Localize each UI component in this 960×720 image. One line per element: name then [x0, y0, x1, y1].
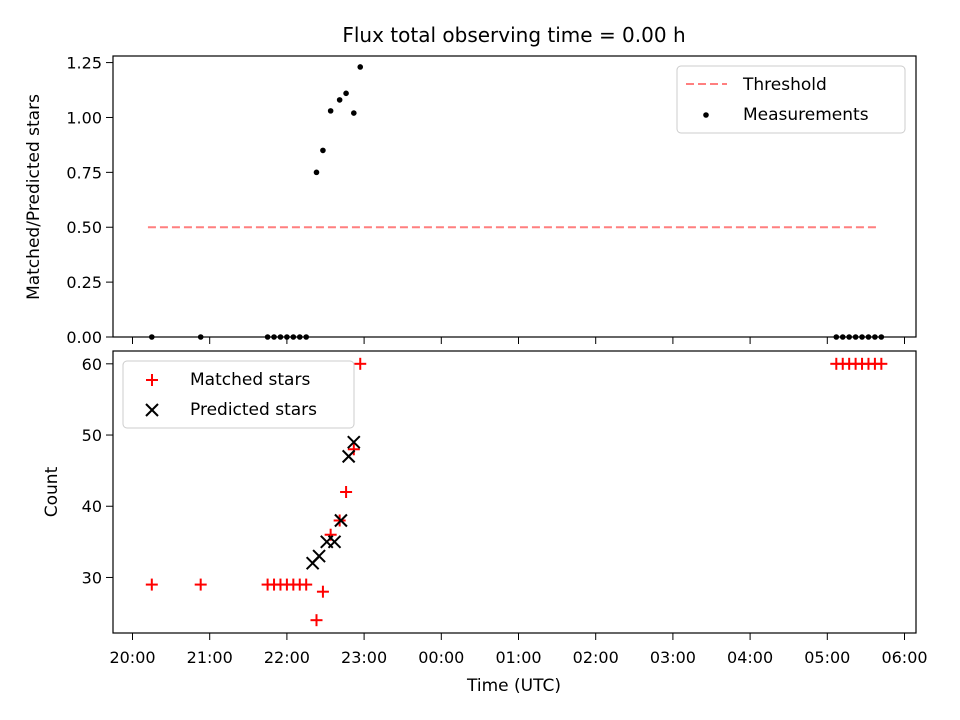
ratio-y-ticks: 0.00 0.25 0.50 0.75 1.00 1.25 [66, 54, 113, 347]
chart-title: Flux total observing time = 0.00 h [342, 23, 685, 47]
predicted-star-point [347, 435, 361, 449]
predicted-legend-label: Predicted stars [190, 400, 317, 420]
x-tick-label: 00:00 [418, 648, 464, 667]
x-tick-label: 23:00 [341, 648, 387, 667]
measurement-point [343, 90, 349, 97]
y-tick-label: 0.75 [66, 163, 102, 182]
ratio-x-ticks [132, 337, 905, 344]
matched-legend-label: Matched stars [190, 370, 310, 390]
y-tick-label: 50 [82, 426, 102, 445]
y-tick-label: 1.25 [66, 54, 102, 73]
matched-star-point [316, 585, 329, 598]
x-tick-label: 04:00 [727, 648, 773, 667]
x-tick-label: 01:00 [495, 648, 541, 667]
threshold-legend-label: Threshold [742, 75, 827, 95]
predicted-star-point [341, 449, 356, 464]
matched-star-point [194, 578, 207, 591]
predicted-legend-swatch [145, 403, 159, 417]
measurement-point [327, 108, 334, 114]
x-tick-label: 05:00 [804, 648, 850, 667]
measurement-point [320, 147, 326, 154]
x-tick-label: 06:00 [881, 648, 927, 667]
x-tick-label: 21:00 [187, 648, 233, 667]
count-legend-box [122, 360, 355, 429]
ratio-plot-frame [112, 55, 917, 338]
matched-star-point [300, 578, 313, 591]
matched-legend-swatch [146, 374, 158, 386]
ratio-legend-box [676, 65, 906, 134]
matched-star-point [347, 443, 360, 456]
ratio-legend: Threshold Measurements [676, 65, 906, 134]
count-legend: Matched stars Predicted stars [122, 360, 355, 429]
measurement-point [313, 169, 320, 176]
predicted-star-point [327, 535, 342, 549]
x-tick-label: 20:00 [109, 648, 155, 667]
x-axis-label: Time (UTC) [466, 676, 561, 696]
y-tick-label: 40 [82, 497, 102, 516]
measurements-legend-label: Measurements [743, 105, 869, 125]
matched-star-point [875, 357, 888, 370]
matched-star-point [340, 486, 353, 498]
y-tick-label: 60 [82, 355, 102, 374]
x-tick-label: 22:00 [264, 648, 310, 667]
y-tick-label: 1.00 [66, 108, 102, 127]
ratio-series-group [147, 64, 885, 340]
measurements-legend-swatch [703, 112, 709, 118]
predicted-star-point [334, 513, 348, 528]
y-tick-label: 0.25 [66, 273, 102, 292]
matched-star-point [354, 357, 367, 370]
y-tick-label: 0.00 [66, 328, 102, 347]
count-plot-frame [112, 350, 917, 634]
count-panel: 30 40 50 60 20:00 21:00 22:00 23:00 00:00 01:00 0… [42, 350, 928, 696]
ratio-y-axis-label: Matched/Predicted stars [24, 94, 44, 300]
count-x-ticks: 20:00 21:00 22:00 23:00 00:00 01:00 02:00 03:00… [109, 633, 928, 667]
y-tick-label: 0.50 [66, 218, 102, 237]
matched-star-point [145, 578, 158, 591]
matched-star-point [310, 614, 323, 627]
ratio-panel: 0.00 0.25 0.50 0.75 1.00 1.25 Matched/Predict… [24, 54, 917, 347]
predicted-star-point [312, 549, 326, 563]
measurement-point [351, 110, 357, 116]
measurement-point [336, 97, 343, 103]
count-series-group [145, 357, 888, 627]
measurement-point [357, 64, 364, 70]
count-y-ticks: 30 40 50 60 [82, 355, 113, 587]
x-tick-label: 02:00 [573, 648, 619, 667]
y-tick-label: 30 [82, 568, 102, 587]
x-tick-label: 03:00 [650, 648, 696, 667]
count-y-axis-label: Count [42, 466, 62, 517]
